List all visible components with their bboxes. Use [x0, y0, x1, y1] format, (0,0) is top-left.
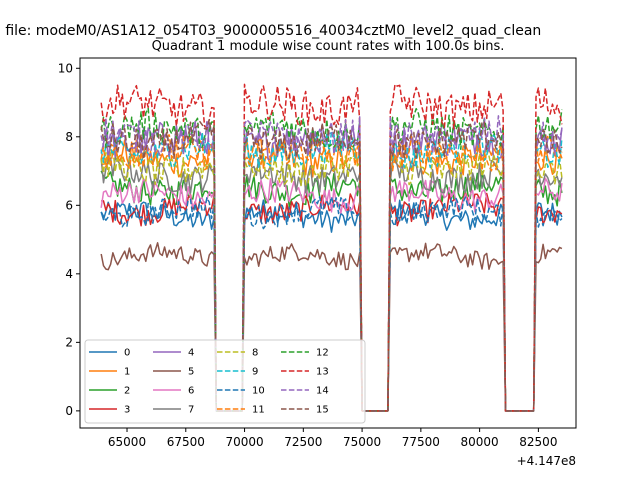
- legend-label-9: 9: [252, 367, 258, 378]
- legend-label-12: 12: [316, 348, 329, 359]
- legend-label-1: 1: [124, 367, 130, 378]
- series-line-7: [100, 156, 563, 412]
- x-tick-label: 77500: [402, 435, 440, 449]
- plot-area-frame: [79, 57, 577, 429]
- legend-label-5: 5: [188, 367, 194, 378]
- legend-label-2: 2: [124, 386, 130, 397]
- y-tick-label: 10: [58, 61, 73, 75]
- x-tick-label: 72500: [284, 435, 322, 449]
- y-tick-label: 6: [65, 198, 73, 212]
- series-line-8: [100, 148, 563, 412]
- x-tick-label: 70000: [225, 435, 263, 449]
- x-tick-label: 82500: [519, 435, 557, 449]
- y-tick-label: 8: [65, 130, 73, 144]
- series-line-12: [100, 107, 563, 412]
- series-line-13: [100, 83, 563, 412]
- legend-label-11: 11: [252, 405, 265, 416]
- x-tick-label: 75000: [343, 435, 381, 449]
- legend-label-7: 7: [188, 405, 194, 416]
- legend-label-10: 10: [252, 386, 265, 397]
- legend-label-4: 4: [188, 348, 194, 359]
- series-line-2: [100, 170, 563, 412]
- chart-title: Quadrant 1 module wise count rates with …: [152, 39, 505, 54]
- legend-label-3: 3: [124, 405, 130, 416]
- legend-label-13: 13: [316, 367, 329, 378]
- legend-label-0: 0: [124, 348, 130, 359]
- figure-suptitle: n file: modeM0/AS1A12_054T03_9000005516_…: [0, 23, 541, 39]
- legend-label-6: 6: [188, 386, 194, 397]
- y-tick-label: 0: [65, 404, 73, 418]
- y-axis: 0 2 4 6 8 10: [58, 61, 80, 418]
- y-tick-label: 2: [65, 335, 73, 349]
- series-line-5: [100, 242, 563, 412]
- series-line-10: [100, 196, 563, 412]
- series-line-0: [100, 199, 563, 412]
- series-line-15: [100, 118, 563, 412]
- legend-label-14: 14: [316, 386, 329, 397]
- legend-box: [84, 339, 366, 424]
- series-layer: [100, 83, 563, 412]
- x-axis-offset-label: +4.147e8: [517, 454, 576, 468]
- x-tick-label: 67500: [167, 435, 205, 449]
- legend-label-8: 8: [252, 348, 258, 359]
- legend-label-15: 15: [316, 405, 329, 416]
- x-tick-label: 80000: [461, 435, 499, 449]
- x-axis: 65000 67500 70000 72500 75000 77500 80000 82500: [108, 428, 557, 449]
- x-tick-label: 65000: [108, 435, 146, 449]
- y-tick-label: 4: [65, 267, 73, 281]
- series-line-11: [100, 134, 563, 412]
